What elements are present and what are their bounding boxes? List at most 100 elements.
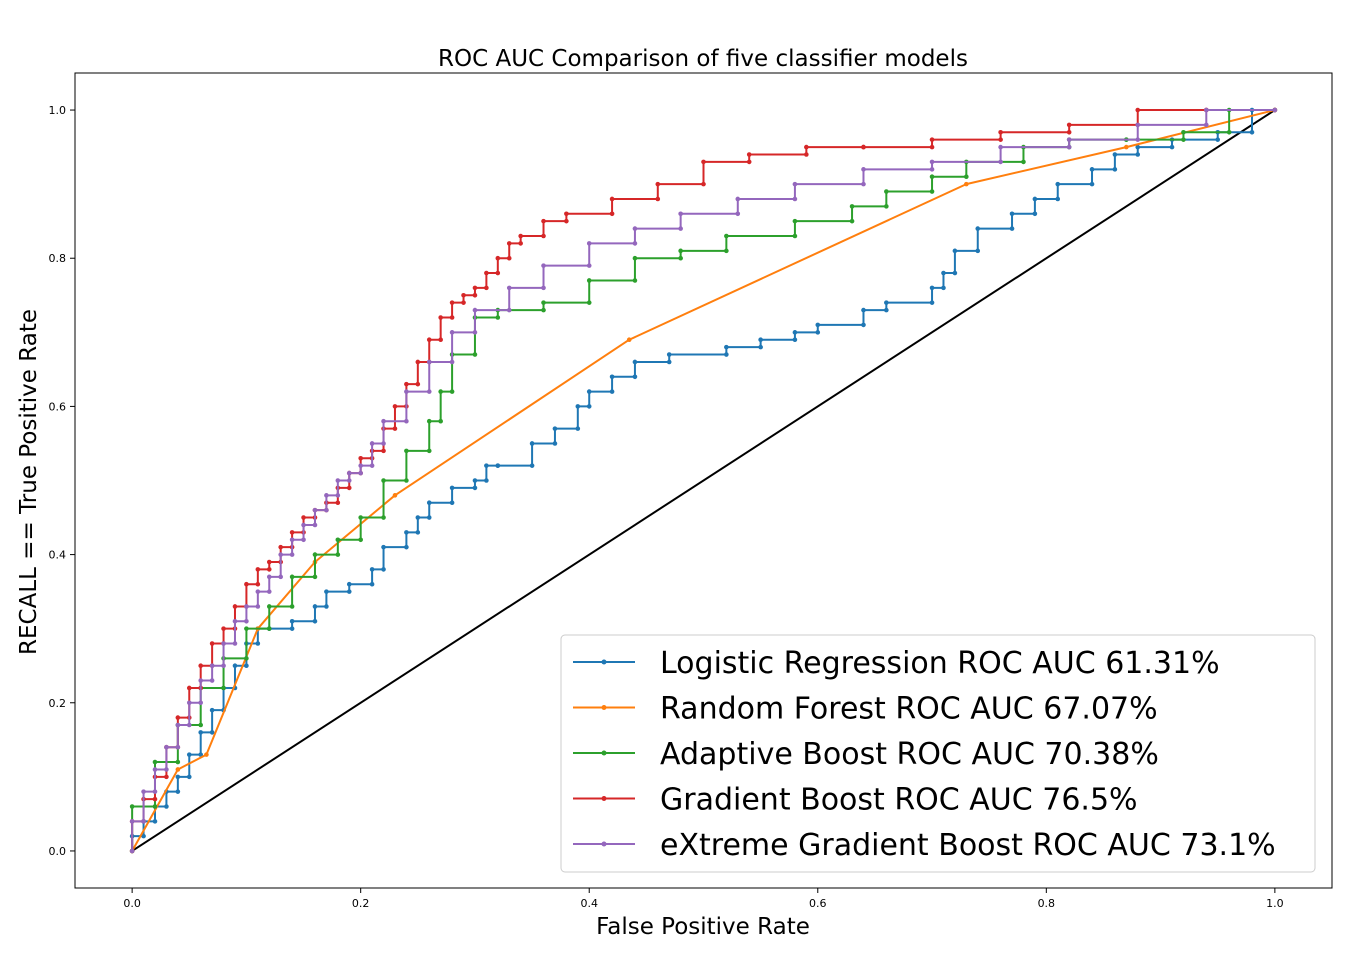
data-point: [266, 604, 272, 609]
data-point: [1272, 107, 1278, 113]
series-3: [129, 107, 1278, 854]
data-point: [449, 300, 455, 305]
data-point: [346, 581, 352, 587]
data-point: [626, 337, 632, 343]
data-point: [232, 663, 238, 669]
data-point: [244, 581, 249, 587]
data-point: [861, 144, 866, 150]
data-point: [1135, 144, 1141, 150]
data-point: [861, 167, 866, 172]
data-point: [1249, 129, 1255, 135]
legend-entries: Logistic Regression ROC AUC 61.31% Random…: [573, 646, 1276, 863]
data-point: [792, 196, 798, 202]
data-point: [472, 352, 478, 357]
data-point: [175, 774, 181, 780]
data-point: [1066, 129, 1072, 135]
data-point: [358, 463, 363, 468]
data-point: [312, 604, 318, 609]
data-point: [301, 537, 306, 543]
data-point: [1021, 159, 1026, 165]
data-point: [335, 493, 341, 498]
data-point: [266, 567, 272, 572]
x-axis-label: False Positive Rate: [596, 914, 810, 940]
data-point: [472, 292, 478, 298]
data-point: [472, 478, 478, 483]
data-point: [449, 359, 455, 365]
data-point: [1226, 129, 1232, 135]
data-point: [404, 448, 409, 454]
data-point: [369, 567, 375, 572]
data-point: [541, 285, 546, 291]
data-point: [426, 418, 432, 424]
data-point: [678, 248, 683, 254]
data-point: [586, 278, 592, 283]
data-point: [175, 759, 181, 765]
data-point: [792, 218, 798, 224]
data-point: [198, 678, 203, 683]
data-point: [1169, 144, 1175, 150]
data-point: [1066, 144, 1072, 150]
data-point: [289, 604, 295, 609]
data-point: [221, 626, 226, 631]
data-point: [632, 374, 638, 380]
data-point: [381, 567, 386, 572]
data-point: [404, 418, 409, 424]
data-point: [244, 656, 249, 661]
data-point: [724, 344, 729, 350]
data-point: [735, 211, 741, 217]
data-point: [792, 181, 798, 187]
data-point: [392, 493, 398, 498]
data-point: [929, 285, 935, 291]
data-point: [301, 515, 306, 520]
data-point: [232, 641, 238, 646]
axes-frame: [74, 72, 1333, 889]
data-point: [1089, 167, 1095, 172]
data-point: [449, 485, 455, 491]
data-point: [335, 537, 341, 543]
data-point: [1066, 137, 1072, 142]
data-point: [346, 478, 352, 483]
data-point: [541, 218, 546, 224]
data-point: [186, 752, 192, 757]
data-point: [369, 581, 375, 587]
data-point: [586, 263, 592, 268]
data-point: [324, 493, 329, 498]
data-point: [952, 270, 958, 276]
legend-swatch-marker: [601, 841, 607, 847]
data-point: [346, 485, 352, 491]
series-5: [129, 107, 1278, 854]
data-point: [506, 285, 512, 291]
data-point: [804, 144, 809, 150]
data-point: [758, 337, 763, 343]
data-point: [472, 485, 478, 491]
data-point: [815, 330, 821, 335]
data-point: [541, 263, 546, 268]
data-point: [141, 833, 146, 839]
data-point: [564, 211, 569, 217]
data-point: [186, 700, 192, 706]
plot-area: [129, 107, 1278, 854]
data-point: [404, 389, 409, 394]
data-point: [1032, 211, 1038, 217]
data-point: [152, 796, 158, 802]
data-point: [289, 574, 295, 580]
data-point: [415, 359, 421, 365]
data-point: [404, 381, 409, 387]
data-point: [358, 515, 363, 520]
data-point: [198, 730, 203, 735]
data-point: [244, 663, 249, 669]
data-point: [301, 522, 306, 528]
data-point: [221, 685, 226, 691]
data-point: [129, 804, 135, 809]
data-point: [929, 137, 935, 142]
ticks: 0.0 0.2 0.4 0.6 0.8 1.0 0.0 0.2 0.4 0.6 0.8 1.0: [49, 104, 1284, 910]
data-point: [232, 604, 238, 609]
data-point: [792, 233, 798, 239]
data-point: [438, 315, 443, 320]
data-point: [735, 196, 741, 202]
data-point: [884, 204, 889, 209]
data-point: [506, 241, 512, 246]
data-point: [186, 722, 192, 728]
legend-label: Gradient Boost ROC AUC 76.5%: [660, 783, 1138, 818]
